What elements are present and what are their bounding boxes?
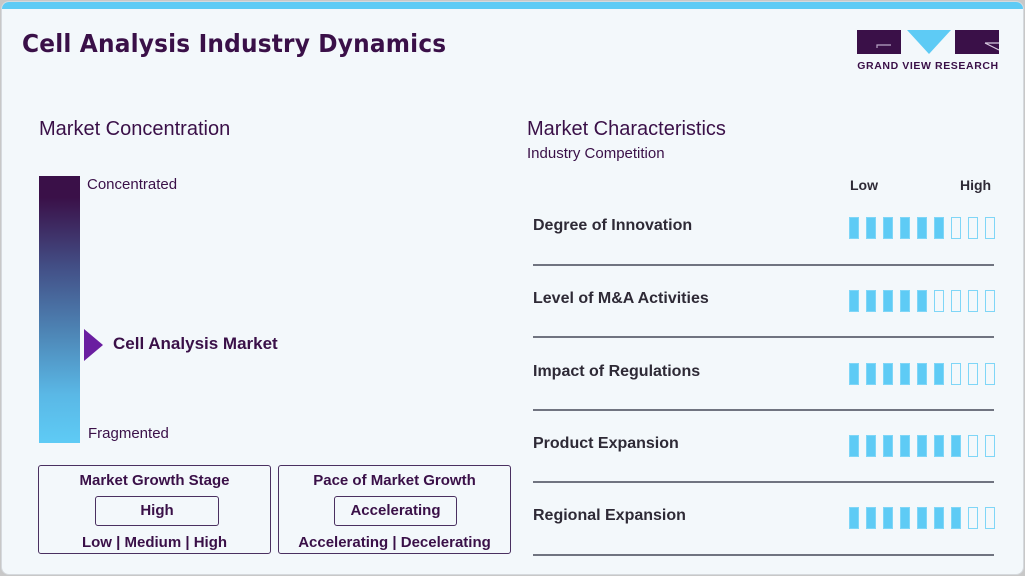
rating-bar-filled [900, 217, 910, 239]
industry-competition-subtitle: Industry Competition [527, 145, 665, 162]
characteristic-label: Regional Expansion [533, 507, 686, 524]
rating-bar-filled [934, 217, 944, 239]
rating-bar-empty [985, 290, 995, 312]
rating-bar-filled [849, 290, 859, 312]
scale-high-label: High [960, 177, 992, 193]
row-divider [533, 409, 994, 411]
characteristic-rating [849, 435, 995, 457]
rating-bar-filled [917, 363, 927, 385]
rating-bar-filled [900, 290, 910, 312]
market-growth-stage-box: Market Growth Stage High Low | Medium | … [38, 465, 271, 554]
rating-bar-empty [985, 363, 995, 385]
rating-bar-filled [883, 435, 893, 457]
rating-bar-empty [951, 217, 961, 239]
growth-pace-value: Accelerating [334, 496, 457, 526]
rating-bar-filled [934, 507, 944, 529]
rating-bar-filled [849, 507, 859, 529]
characteristic-rating [849, 217, 995, 239]
characteristic-rating [849, 363, 995, 385]
rating-bar-filled [900, 435, 910, 457]
concentration-gradient-bar [39, 176, 80, 443]
rating-bar-filled [883, 507, 893, 529]
row-divider [533, 554, 994, 556]
rating-bar-empty [985, 435, 995, 457]
rating-bar-filled [917, 507, 927, 529]
fragmented-label: Fragmented [88, 425, 169, 442]
logo-wordmark: GRAND VIEW RESEARCH [857, 60, 999, 72]
rating-bar-filled [849, 435, 859, 457]
rating-bar-filled [866, 290, 876, 312]
rating-bar-empty [968, 290, 978, 312]
rating-bar-filled [849, 363, 859, 385]
market-characteristics-title: Market Characteristics [527, 118, 726, 140]
rating-bar-filled [883, 217, 893, 239]
rating-bar-filled [934, 363, 944, 385]
page-title: Cell Analysis Industry Dynamics [22, 29, 447, 58]
rating-bar-empty [951, 290, 961, 312]
grand-view-research-logo-icon [857, 30, 999, 54]
rating-bar-empty [985, 507, 995, 529]
rating-bar-filled [883, 290, 893, 312]
rating-bar-filled [866, 507, 876, 529]
rating-bar-filled [951, 435, 961, 457]
characteristic-rating [849, 290, 995, 312]
rating-bar-filled [866, 217, 876, 239]
market-position-marker-icon [84, 329, 103, 361]
characteristic-rating [849, 507, 995, 529]
rating-bar-empty [968, 363, 978, 385]
market-position-label: Cell Analysis Market [113, 334, 278, 353]
pace-of-market-growth-box: Pace of Market Growth Accelerating Accel… [278, 465, 511, 554]
row-divider [533, 264, 994, 266]
rating-bar-filled [900, 363, 910, 385]
rating-bar-filled [849, 217, 859, 239]
row-divider [533, 336, 994, 338]
rating-bar-filled [866, 435, 876, 457]
growth-pace-options: Accelerating | Decelerating [298, 534, 491, 551]
concentrated-label: Concentrated [87, 176, 178, 193]
growth-stage-title: Market Growth Stage [79, 472, 230, 489]
characteristic-label: Product Expansion [533, 435, 679, 452]
rating-bar-empty [985, 217, 995, 239]
rating-bar-filled [951, 507, 961, 529]
rating-bar-filled [934, 435, 944, 457]
rating-bar-empty [968, 507, 978, 529]
rating-bar-empty [934, 290, 944, 312]
growth-stage-options: Low | Medium | High [81, 534, 228, 551]
market-concentration-title: Market Concentration [39, 118, 231, 140]
growth-stage-value: High [95, 496, 219, 526]
row-divider [533, 481, 994, 483]
characteristic-label: Degree of Innovation [533, 217, 693, 234]
rating-bar-filled [900, 507, 910, 529]
top-accent-bar [2, 2, 1023, 9]
rating-bar-empty [968, 435, 978, 457]
characteristic-label: Impact of Regulations [533, 363, 701, 380]
rating-bar-filled [917, 290, 927, 312]
growth-pace-title: Pace of Market Growth [313, 472, 476, 489]
characteristic-label: Level of M&A Activities [533, 290, 709, 307]
scale-low-label: Low [850, 177, 878, 193]
rating-bar-filled [917, 217, 927, 239]
rating-bar-empty [968, 217, 978, 239]
rating-bar-filled [883, 363, 893, 385]
rating-bar-filled [917, 435, 927, 457]
rating-bar-empty [951, 363, 961, 385]
rating-bar-filled [866, 363, 876, 385]
